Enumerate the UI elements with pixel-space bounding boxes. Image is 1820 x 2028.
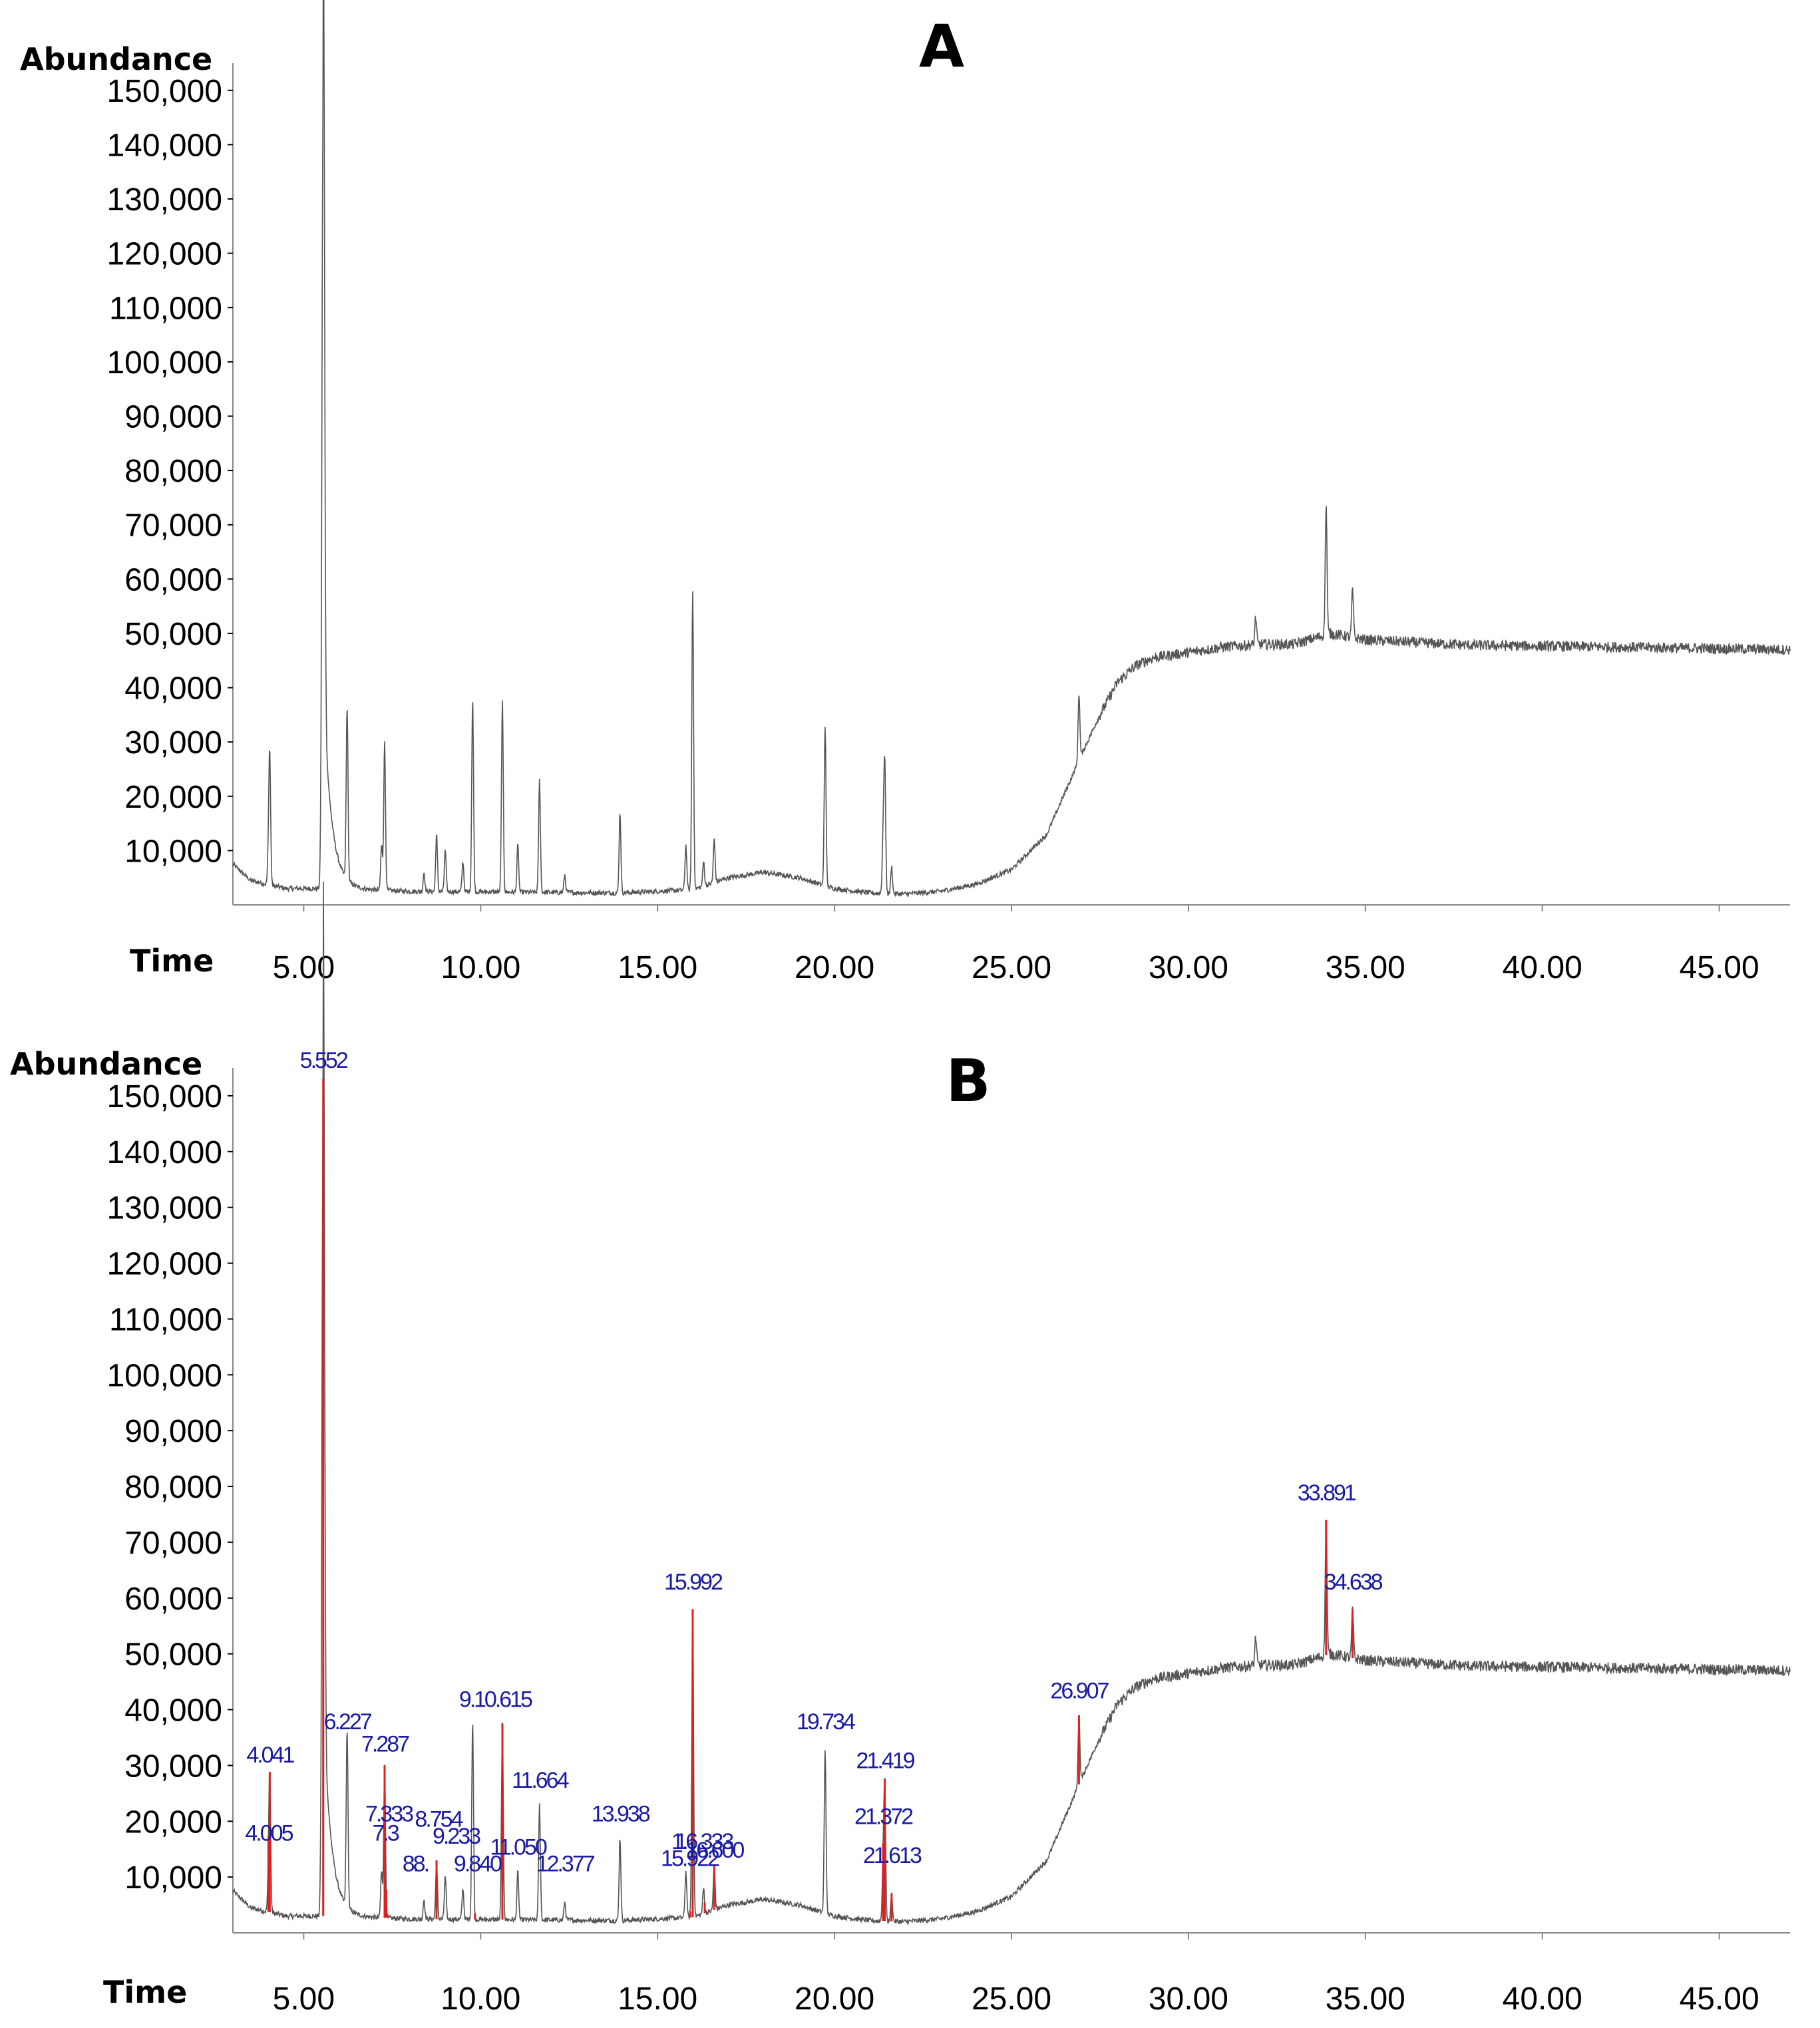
x-axis-title: Time <box>103 1974 187 2010</box>
y-tick-label: 50,000 <box>124 617 222 652</box>
y-tick-label: 130,000 <box>106 1191 222 1226</box>
x-axis-title: Time <box>130 943 214 979</box>
peak-label-9-233: 9.233 <box>433 1824 480 1849</box>
x-tick-label: 10.00 <box>441 950 520 985</box>
peak-label-8-: 8. <box>403 1852 418 1877</box>
peak-label-7-333: 7.333 <box>365 1801 413 1826</box>
y-tick-label: 50,000 <box>124 1637 222 1673</box>
y-tick-label: 40,000 <box>124 671 222 707</box>
peak-label-11-664: 11.664 <box>512 1768 569 1793</box>
x-tick-label: 35.00 <box>1326 1981 1405 2017</box>
y-tick-label: 60,000 <box>124 562 222 597</box>
y-tick-label: 80,000 <box>124 454 222 489</box>
panel-label: B <box>946 1047 990 1115</box>
chart-panel-b: 10,000 20,000 30,000 40,000 50,000 60,000 70,0… <box>10 881 1791 2017</box>
y-tick-label: 120,000 <box>106 1247 222 1282</box>
y-tick-label: 140,000 <box>106 128 222 163</box>
peak-label-8-754: 8.754 <box>415 1807 462 1832</box>
y-tick-label: 40,000 <box>124 1693 222 1729</box>
peak-label-21-419: 21.419 <box>856 1749 915 1774</box>
peak-label-26-907: 26.907 <box>1050 1679 1109 1704</box>
y-tick-label: 150,000 <box>106 1079 222 1114</box>
peak-label-1-: 1. <box>671 1829 687 1854</box>
y-tick-label: 60,000 <box>124 1582 222 1617</box>
y-tick-label: 80,000 <box>124 1470 222 1505</box>
y-tick-label: 10,000 <box>124 1860 222 1896</box>
y-tick-label: 90,000 <box>124 399 222 434</box>
peak-label-15-992: 15.992 <box>664 1570 723 1595</box>
x-tick-label: 25.00 <box>972 950 1051 985</box>
y-tick-label: 90,000 <box>124 1414 222 1449</box>
y-tick-label: 70,000 <box>124 1526 222 1561</box>
x-tick-label: 5.00 <box>273 950 335 985</box>
y-tick-label: 100,000 <box>106 345 222 381</box>
peak-label-13-938: 13.938 <box>592 1801 650 1826</box>
chromatogram-trace <box>232 881 1791 1926</box>
peak-label-15-922: 15.922 <box>661 1846 719 1871</box>
peak-label-4-005: 4.005 <box>245 1821 293 1846</box>
peak-label-7-287: 7.287 <box>361 1731 409 1757</box>
x-tick-label: 45.00 <box>1680 1981 1759 2017</box>
x-tick-label: 5.00 <box>273 1981 335 2017</box>
panel-label: A <box>919 12 964 81</box>
peak-label-11-050: 11.050 <box>490 1835 547 1860</box>
x-tick-label: 20.00 <box>795 1981 874 2017</box>
chart-panel-a: 10,000 20,000 30,000 40,000 50,000 60,000 70,0… <box>20 0 1791 985</box>
x-tick-label: 40.00 <box>1503 950 1582 985</box>
peak-label-34-638: 34.638 <box>1324 1570 1383 1595</box>
peak-label-12-377: 12.377 <box>536 1852 595 1877</box>
peak-label-9-: 9. <box>459 1687 474 1712</box>
y-tick-label: 10,000 <box>124 834 222 869</box>
peak-label-9-840: 9.840 <box>454 1852 502 1877</box>
x-tick-label: 40.00 <box>1503 1981 1582 2017</box>
y-tick-label: 150,000 <box>106 74 222 109</box>
peak-label-16-600: 16.600 <box>685 1838 744 1863</box>
peak-label-6-227: 6.227 <box>324 1709 372 1735</box>
y-tick-label: 30,000 <box>124 725 222 760</box>
y-tick-label: 30,000 <box>124 1749 222 1784</box>
x-tick-label: 30.00 <box>1149 950 1228 985</box>
x-tick-label: 35.00 <box>1326 950 1405 985</box>
peak-label-7-3: 7.3 <box>373 1821 399 1846</box>
y-axis-title: Abundance <box>10 1046 202 1082</box>
peak-label-5-552: 5.552 <box>300 1048 348 1073</box>
x-tick-label: 15.00 <box>618 950 697 985</box>
x-tick-label: 45.00 <box>1680 950 1759 985</box>
peak-label-16-333: 16.333 <box>675 1829 733 1854</box>
chromatogram-trace <box>232 0 1791 898</box>
y-axis-title: Abundance <box>20 41 212 77</box>
y-tick-label: 140,000 <box>106 1135 222 1170</box>
peak-label-4-041: 4.041 <box>246 1743 294 1768</box>
y-tick-label: 110,000 <box>109 1302 222 1337</box>
peak-label-19-734: 19.734 <box>797 1709 855 1735</box>
peak-label-10-615: 10.615 <box>474 1687 532 1712</box>
x-tick-label: 15.00 <box>618 1981 697 2017</box>
peak-label-21-613: 21.613 <box>863 1843 922 1868</box>
x-tick-label: 30.00 <box>1149 1981 1228 2017</box>
y-tick-label: 120,000 <box>106 237 222 272</box>
y-tick-label: 70,000 <box>124 508 222 544</box>
y-tick-label: 130,000 <box>106 182 222 218</box>
y-tick-label: 20,000 <box>124 780 222 815</box>
y-tick-label: 20,000 <box>124 1804 222 1840</box>
peak-label-8-: 8. <box>413 1852 429 1877</box>
x-tick-label: 10.00 <box>441 1981 520 2017</box>
peak-label-33-891: 33.891 <box>1298 1480 1356 1506</box>
y-tick-label: 110,000 <box>109 291 222 326</box>
x-tick-label: 25.00 <box>972 1981 1051 2017</box>
x-tick-label: 20.00 <box>795 950 874 985</box>
peak-label-21-372: 21.372 <box>854 1804 913 1829</box>
y-tick-label: 100,000 <box>106 1358 222 1393</box>
